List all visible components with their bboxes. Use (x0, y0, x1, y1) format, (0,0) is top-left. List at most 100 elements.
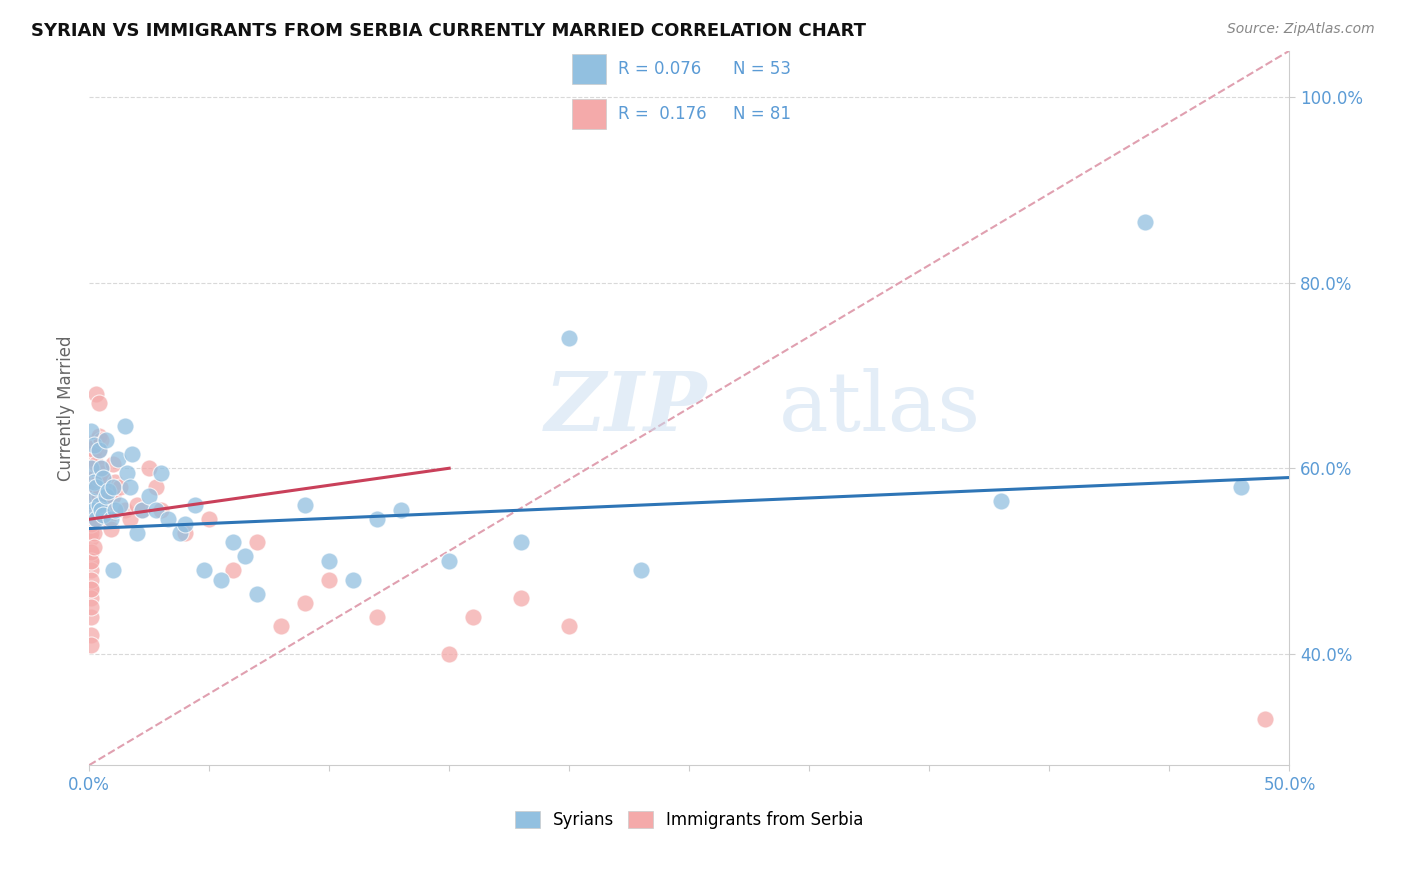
Point (389, 503, 412, 517)
Text: ZIP: ZIP (546, 368, 707, 448)
Point (80, 480, 103, 494)
Point (198, 512, 221, 526)
Point (83, 540, 105, 554)
Point (80, 563, 103, 577)
Text: R = 0.076: R = 0.076 (619, 60, 702, 78)
Point (104, 475, 127, 490)
Point (138, 489, 160, 503)
Point (83, 475, 105, 490)
Point (342, 573, 364, 587)
Point (84, 512, 107, 526)
Point (114, 503, 136, 517)
Point (94, 489, 117, 503)
Y-axis label: Currently Married: Currently Married (58, 335, 75, 481)
Point (101, 489, 124, 503)
Point (83, 438, 105, 452)
Point (80, 522, 103, 536)
Point (80, 554, 103, 568)
Point (118, 480, 141, 494)
Point (233, 549, 256, 564)
Point (80, 600, 103, 615)
Text: atlas: atlas (779, 368, 981, 448)
Point (87, 442, 110, 457)
Point (94, 503, 117, 517)
Point (318, 573, 340, 587)
Point (80, 628, 103, 642)
Point (80, 573, 103, 587)
Point (174, 516, 197, 531)
Point (222, 563, 245, 577)
Point (80, 591, 103, 606)
Point (630, 563, 652, 577)
Point (107, 452, 129, 467)
Point (174, 526, 197, 541)
Point (193, 563, 215, 577)
Point (169, 526, 191, 541)
Point (83, 480, 105, 494)
Point (80, 512, 103, 526)
Point (222, 535, 245, 549)
Point (97, 512, 120, 526)
Point (80, 470, 103, 484)
Point (90, 503, 112, 517)
Point (131, 503, 153, 517)
Point (94, 434, 117, 448)
Point (80, 516, 103, 531)
Bar (572, 54, 606, 84)
Point (80, 499, 103, 513)
Point (83, 470, 105, 484)
Legend: Syrians, Immigrants from Serbia: Syrians, Immigrants from Serbia (509, 804, 870, 836)
Point (131, 503, 153, 517)
Point (558, 331, 581, 345)
Point (294, 499, 316, 513)
Point (84, 438, 107, 452)
Point (90, 461, 112, 475)
Point (246, 586, 269, 600)
Point (90, 499, 112, 513)
Point (90, 461, 112, 475)
Point (84, 434, 107, 448)
Point (87, 396, 110, 410)
Point (93, 470, 115, 484)
Point (84, 480, 107, 494)
Point (80, 461, 103, 475)
Point (83, 503, 105, 517)
Point (125, 499, 148, 513)
Point (183, 499, 205, 513)
Point (83, 489, 105, 503)
Point (145, 503, 167, 517)
Point (125, 526, 148, 541)
Point (80, 554, 103, 568)
Point (80, 493, 103, 508)
Point (84, 489, 107, 503)
Point (93, 493, 115, 508)
Text: Source: ZipAtlas.com: Source: ZipAtlas.com (1227, 22, 1375, 37)
Point (510, 535, 533, 549)
Point (150, 466, 173, 480)
Point (100, 522, 122, 536)
Point (87, 499, 110, 513)
Point (87, 442, 110, 457)
Point (84, 512, 107, 526)
Point (87, 429, 110, 443)
Point (1135, 215, 1157, 229)
Text: SYRIAN VS IMMIGRANTS FROM SERBIA CURRENTLY MARRIED CORRELATION CHART: SYRIAN VS IMMIGRANTS FROM SERBIA CURRENT… (31, 22, 866, 40)
Point (84, 457, 107, 471)
Point (114, 419, 136, 434)
Point (80, 531, 103, 545)
Point (97, 489, 120, 503)
Point (84, 387, 107, 401)
Point (437, 647, 460, 661)
Point (97, 484, 120, 499)
Point (94, 489, 117, 503)
Point (80, 503, 103, 517)
Point (118, 512, 141, 526)
Point (270, 619, 292, 633)
Point (93, 508, 115, 522)
Point (246, 535, 269, 549)
Point (83, 526, 105, 541)
Point (93, 470, 115, 484)
Point (80, 638, 103, 652)
Point (84, 480, 107, 494)
Point (80, 582, 103, 596)
